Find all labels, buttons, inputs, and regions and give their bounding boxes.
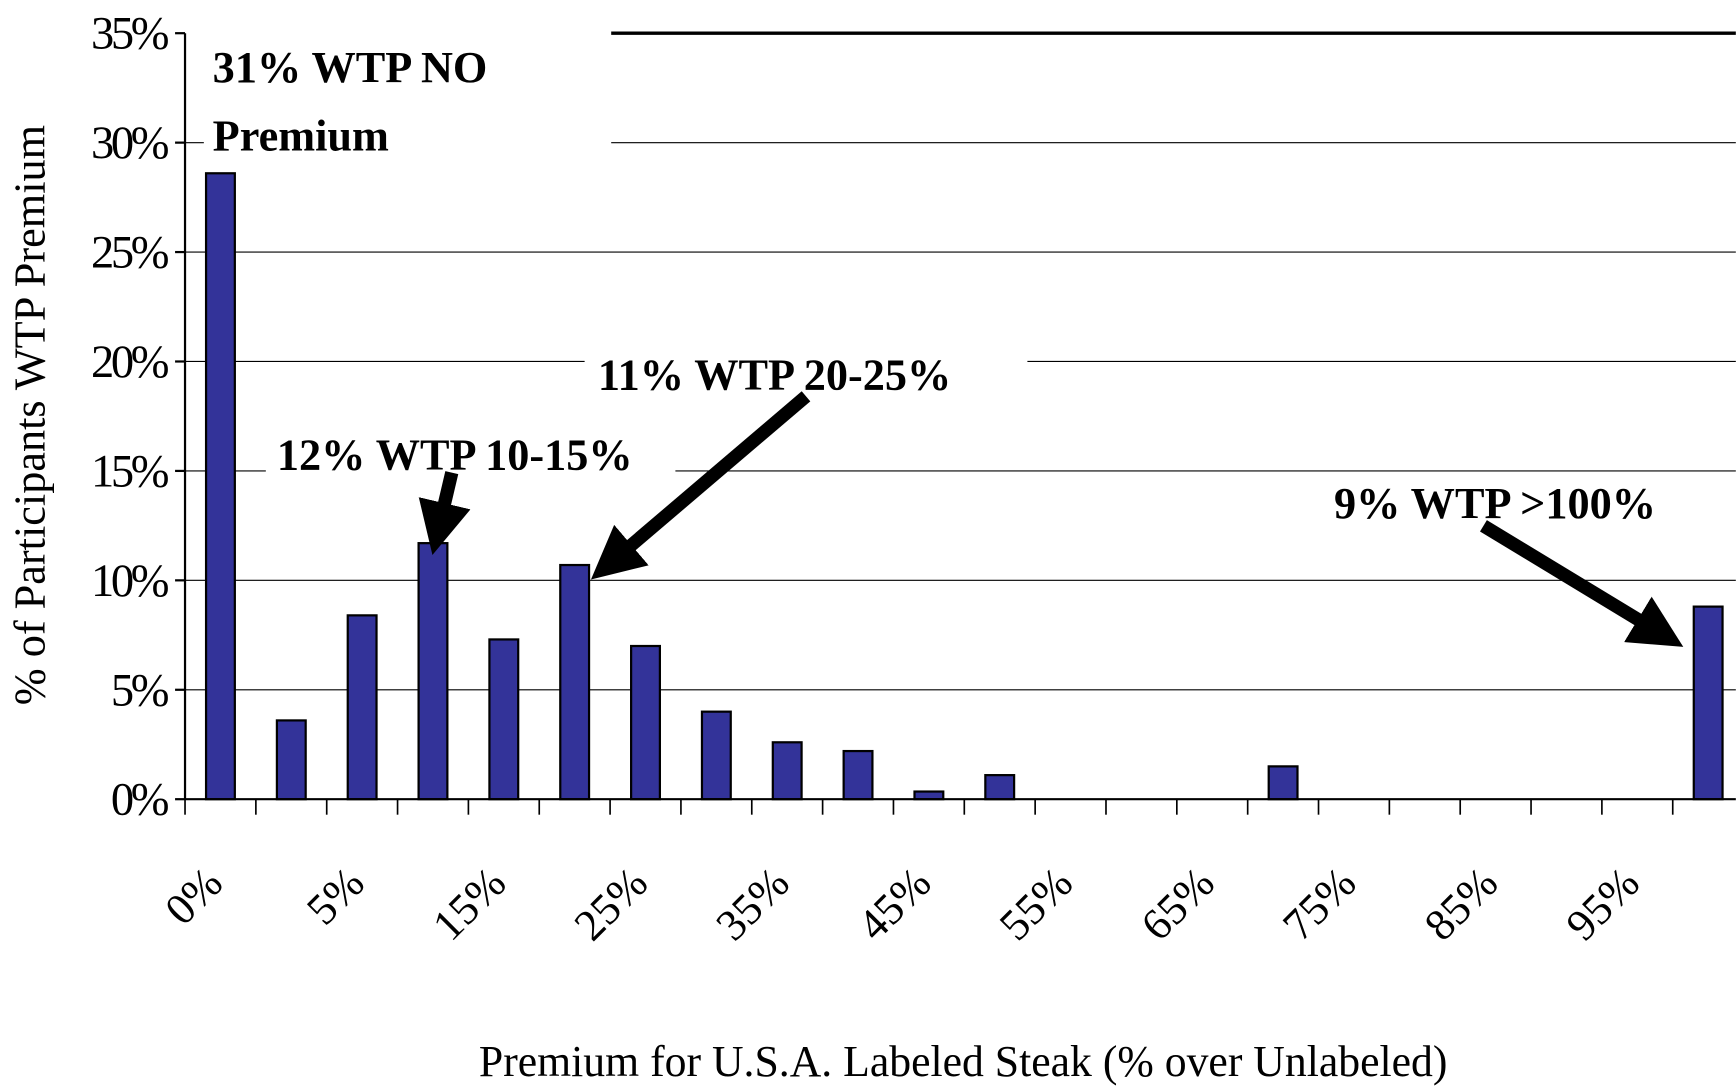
x-tick-label: 35% <box>707 858 799 950</box>
bar <box>1267 765 1299 801</box>
bar <box>842 749 874 801</box>
x-tick-label: 65% <box>1132 858 1224 950</box>
arrow <box>590 391 811 580</box>
annotation-bg <box>584 345 1028 401</box>
bar <box>417 542 449 801</box>
y-tick-label: 10% <box>91 556 169 607</box>
x-tick-label: 85% <box>1415 858 1507 950</box>
bar <box>913 790 945 801</box>
x-tick-label: 5% <box>297 858 373 934</box>
x-tick-label: 75% <box>1273 858 1365 950</box>
x-tick-label: 45% <box>848 858 940 950</box>
bar <box>346 614 378 801</box>
y-tick-label: 30% <box>91 118 169 169</box>
x-tick-label: 95% <box>1557 858 1649 950</box>
bar <box>630 644 662 801</box>
arrow <box>418 471 471 555</box>
bar <box>984 774 1016 801</box>
annotation-bg <box>203 22 612 164</box>
annotation: Premium <box>213 112 389 161</box>
x-tick-label: 0% <box>156 858 232 934</box>
y-tick-label: 5% <box>111 665 169 716</box>
bar <box>559 563 591 801</box>
y-tick-label: 35% <box>91 9 169 60</box>
y-axis-label: % of Participants WTP Premium <box>5 125 54 705</box>
y-tick-label: 25% <box>91 228 169 279</box>
annotation-bg <box>1311 473 1700 532</box>
y-tick-label: 20% <box>91 337 169 388</box>
y-tick-label: 15% <box>91 446 169 497</box>
annotation: 9% WTP >100% <box>1334 479 1656 528</box>
bar <box>700 710 732 801</box>
y-tick-label: 0% <box>111 775 169 826</box>
x-tick-label: 55% <box>990 858 1082 950</box>
annotation: 31% WTP NO <box>213 43 488 92</box>
bar <box>1692 605 1724 801</box>
x-tick-label: 25% <box>565 858 657 950</box>
arrow <box>1480 520 1684 647</box>
annotation: 12% WTP 10-15% <box>277 430 633 479</box>
bar <box>204 172 236 801</box>
annotation-bg <box>265 429 676 483</box>
annotation: 11% WTP 20-25% <box>598 351 951 400</box>
x-tick-label: 15% <box>423 858 515 950</box>
bar <box>275 719 307 801</box>
bar <box>771 741 803 801</box>
bar <box>488 638 520 801</box>
x-axis-label: Premium for U.S.A. Labeled Steak (% over… <box>479 1037 1448 1086</box>
